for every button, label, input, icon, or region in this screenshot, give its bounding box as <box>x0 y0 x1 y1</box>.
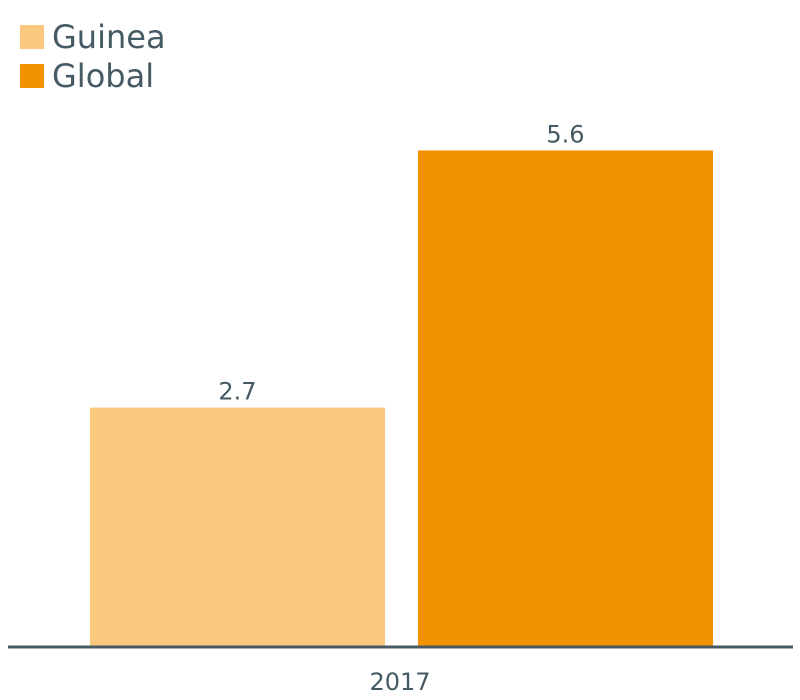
legend-swatch-guinea <box>20 25 44 49</box>
x-tick-label: 2017 <box>369 668 430 696</box>
legend-swatch-global <box>20 64 44 88</box>
bar-global <box>418 150 713 647</box>
legend-label-guinea: Guinea <box>52 18 166 56</box>
legend-label-global: Global <box>52 57 154 95</box>
legend: Guinea Global <box>20 18 166 95</box>
value-label-global: 5.6 <box>546 120 584 148</box>
bar-guinea <box>90 407 385 647</box>
plot-area: 2.7 5.6 <box>90 120 713 647</box>
value-label-guinea: 2.7 <box>218 378 256 406</box>
